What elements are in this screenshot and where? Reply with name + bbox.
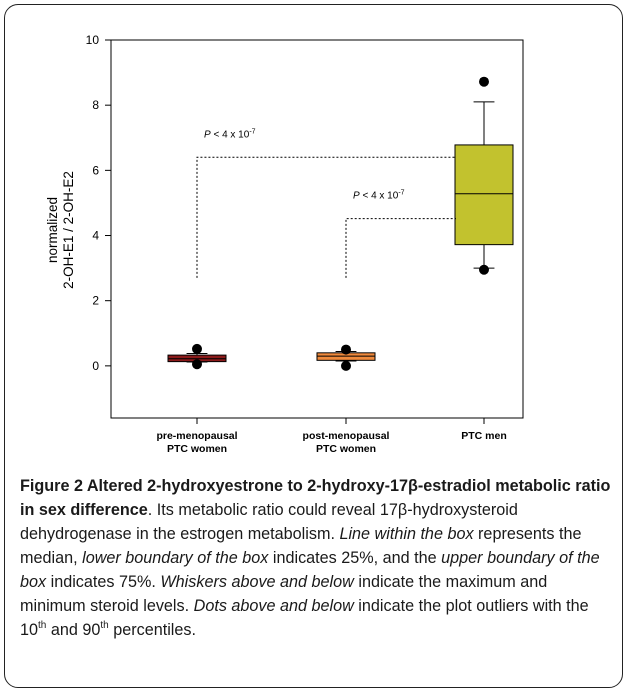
y-axis-label: normalized2-OH-E1 / 2-OH-E2 bbox=[45, 171, 76, 289]
y-axis-label-line1: normalized bbox=[45, 197, 60, 263]
caption-italic: Dots above and below bbox=[193, 597, 354, 615]
outlier-dot bbox=[479, 264, 489, 275]
outlier-dot bbox=[192, 359, 202, 370]
y-tick-label: 0 bbox=[92, 359, 99, 373]
caption-text: indicate the plot outliers with the 10 bbox=[20, 597, 589, 639]
box-group bbox=[316, 344, 376, 371]
caption-superscript: th bbox=[100, 619, 109, 631]
caption-text: indicates 75%. bbox=[46, 573, 161, 591]
box-plot-chart: 0 2 4 6 8 10 normalized2-OH-E1 / 2-OH-E2 pre-me… bbox=[45, 33, 524, 455]
p-value-exponent: -7 bbox=[249, 128, 255, 135]
caption-italic: Whiskers above and below bbox=[160, 573, 354, 591]
caption-italic: lower boundary of the box bbox=[82, 549, 269, 567]
significance-bracket bbox=[345, 218, 456, 278]
y-tick-label: 10 bbox=[86, 33, 100, 47]
y-axis-label-line2: 2-OH-E1 / 2-OH-E2 bbox=[61, 171, 76, 289]
caption-italic: upper boundary of the box bbox=[20, 549, 600, 591]
p-value-text: < 4 x 10 bbox=[360, 191, 399, 202]
x-tick-label: post-menopausal bbox=[303, 430, 390, 442]
p-symbol: P bbox=[204, 129, 211, 140]
y-tick-label: 8 bbox=[92, 98, 99, 112]
figure-frame bbox=[4, 4, 623, 688]
box-iqr bbox=[454, 144, 514, 246]
outlier-dot bbox=[341, 344, 351, 355]
outlier-dot bbox=[192, 343, 202, 354]
p-value-exponent: -7 bbox=[398, 190, 404, 197]
x-tick-label: pre-menopausal bbox=[156, 430, 237, 442]
x-tick-label: PTC women bbox=[167, 443, 227, 455]
caption-text: indicates 25%, and the bbox=[268, 549, 442, 567]
caption-italic: Line within the box bbox=[339, 525, 474, 543]
box-group bbox=[167, 343, 227, 370]
p-value-label: P < 4 x 10-7 bbox=[353, 190, 405, 202]
outlier-dot bbox=[341, 360, 351, 371]
figure-caption: Figure 2 Altered 2-hydroxyestrone to 2-h… bbox=[20, 474, 612, 642]
p-value-label: P < 4 x 10-7 bbox=[204, 128, 256, 140]
caption-superscript: th bbox=[38, 619, 47, 631]
caption-title: Figure 2 Altered 2-hydroxyestrone to 2-h… bbox=[20, 477, 611, 519]
plot-area-frame bbox=[110, 39, 524, 419]
p-value-text: < 4 x 10 bbox=[211, 129, 250, 140]
y-tick-label: 2 bbox=[92, 294, 99, 308]
caption-text: indicate the maximum and minimum steroid… bbox=[20, 573, 548, 615]
caption-text: percentiles. bbox=[108, 621, 196, 639]
caption-text: and 90 bbox=[46, 621, 101, 639]
box-group bbox=[454, 76, 514, 275]
y-tick-label: 4 bbox=[92, 229, 99, 243]
x-tick-label: PTC men bbox=[461, 430, 507, 442]
y-tick-label: 6 bbox=[92, 163, 99, 177]
significance-bracket bbox=[196, 156, 456, 278]
caption-text: represents the median, bbox=[20, 525, 582, 567]
caption-text: . Its metabolic ratio could reveal 17β-h… bbox=[20, 501, 518, 543]
p-symbol: P bbox=[353, 191, 360, 202]
outlier-dot bbox=[479, 76, 489, 87]
x-tick-label: PTC women bbox=[316, 443, 376, 455]
